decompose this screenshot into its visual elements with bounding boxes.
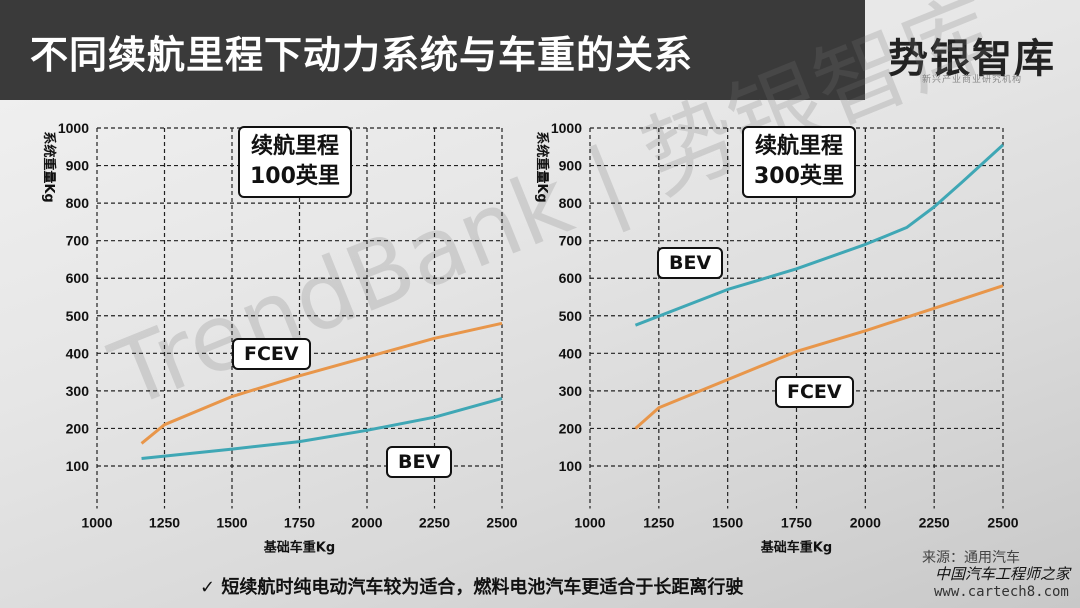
y-tick-label: 900	[559, 158, 583, 174]
y-tick-label: 900	[66, 158, 90, 174]
page-title: 不同续航里程下动力系统与车重的关系	[30, 33, 694, 77]
y-tick-label: 200	[66, 420, 90, 436]
callout-fcev-left: FCEV	[232, 338, 311, 370]
x-tick-label: 1000	[81, 515, 112, 531]
x-axis-label: 基础车重Kg	[760, 540, 832, 556]
x-tick-label: 2250	[419, 515, 450, 531]
y-axis-label: 系统重量Kg	[534, 131, 550, 202]
y-tick-label: 500	[559, 308, 583, 324]
site-url: www.cartech8.com	[934, 584, 1069, 600]
x-tick-label: 1500	[216, 515, 247, 531]
x-tick-label: 2500	[486, 515, 517, 531]
y-tick-label: 1000	[551, 120, 582, 136]
site-name: 中国汽车工程师之家	[935, 565, 1071, 583]
y-tick-label: 200	[559, 420, 583, 436]
x-tick-label: 2000	[850, 515, 881, 531]
logo-subtitle: 新兴产业商业研究机构	[922, 75, 1023, 85]
y-tick-label: 1000	[58, 120, 89, 136]
y-tick-label: 600	[559, 270, 583, 286]
logo: 势银智库	[888, 36, 1056, 82]
conclusion-text: ✓ 短续航时纯电动汽车较为适合，燃料电池汽车更适合于长距离行驶	[200, 577, 744, 598]
x-tick-label: 2500	[987, 515, 1018, 531]
y-tick-label: 400	[559, 345, 583, 361]
x-tick-label: 2250	[919, 515, 950, 531]
chart-2-title: 续航里程 300英里	[742, 126, 856, 198]
x-tick-label: 1750	[284, 515, 315, 531]
y-tick-label: 800	[559, 195, 583, 211]
y-tick-label: 500	[66, 308, 90, 324]
series-line-bev	[634, 143, 1005, 327]
y-tick-label: 400	[66, 345, 90, 361]
x-tick-label: 2000	[351, 515, 382, 531]
y-tick-label: 300	[66, 383, 90, 399]
chart-1-title: 续航里程 100英里	[238, 126, 352, 198]
y-tick-label: 300	[559, 383, 583, 399]
x-tick-label: 1000	[574, 515, 605, 531]
y-tick-label: 600	[66, 270, 90, 286]
x-tick-label: 1250	[643, 515, 674, 531]
x-tick-label: 1250	[149, 515, 180, 531]
y-tick-label: 700	[559, 233, 583, 249]
x-tick-label: 1750	[781, 515, 812, 531]
x-axis-label: 基础车重Kg	[263, 540, 335, 556]
y-axis-label: 系统重量Kg	[41, 131, 57, 202]
callout-bev-right: BEV	[657, 247, 724, 279]
callout-fcev-right: FCEV	[775, 376, 854, 408]
series-line-fcev	[140, 321, 503, 445]
x-tick-label: 1500	[712, 515, 743, 531]
title-bar	[0, 0, 865, 100]
callout-bev-left: BEV	[386, 446, 453, 478]
y-tick-label: 100	[559, 458, 583, 474]
series-line-bev	[141, 396, 503, 460]
series-line-fcev	[634, 284, 1004, 430]
y-tick-label: 700	[66, 233, 90, 249]
source-text: 来源：通用汽车	[922, 550, 1020, 566]
y-tick-label: 800	[66, 195, 90, 211]
y-tick-label: 100	[66, 458, 90, 474]
